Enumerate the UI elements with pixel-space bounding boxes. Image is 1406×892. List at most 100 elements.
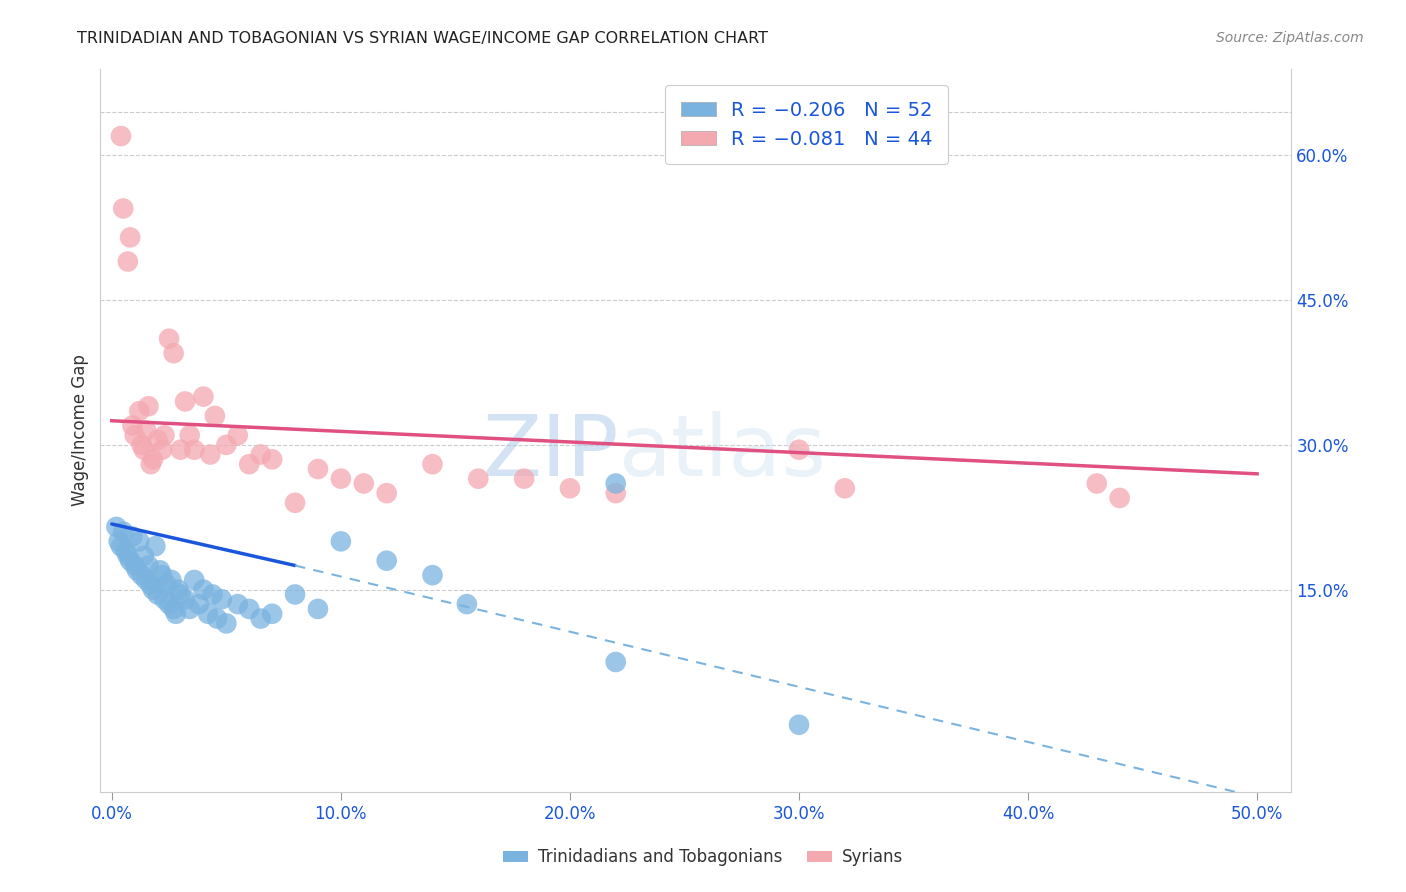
Point	[150, 568, 173, 582]
Point	[193, 390, 215, 404]
Point	[329, 534, 352, 549]
Point	[422, 457, 444, 471]
Point	[605, 655, 627, 669]
Point	[215, 616, 238, 631]
Point	[117, 549, 139, 563]
Legend: Trinidadians and Tobagonians, Syrians: Trinidadians and Tobagonians, Syrians	[496, 842, 910, 873]
Point	[226, 597, 249, 611]
Point	[174, 592, 197, 607]
Point	[183, 442, 205, 457]
Point	[169, 587, 191, 601]
Point	[146, 587, 169, 601]
Point	[605, 476, 627, 491]
Point	[135, 424, 157, 438]
Point	[150, 442, 173, 457]
Point	[375, 486, 398, 500]
Point	[132, 442, 155, 457]
Point	[139, 578, 162, 592]
Point	[179, 428, 201, 442]
Text: ZIP: ZIP	[482, 410, 619, 493]
Point	[787, 717, 810, 731]
Point	[375, 554, 398, 568]
Point	[169, 442, 191, 457]
Point	[131, 438, 153, 452]
Point	[121, 418, 143, 433]
Point	[787, 442, 810, 457]
Point	[307, 462, 329, 476]
Point	[205, 611, 228, 625]
Point	[422, 568, 444, 582]
Point	[262, 452, 284, 467]
Text: atlas: atlas	[619, 410, 827, 493]
Point	[226, 428, 249, 442]
Point	[107, 534, 129, 549]
Point	[135, 573, 157, 587]
Point	[120, 230, 142, 244]
Point	[110, 539, 132, 553]
Point	[121, 530, 143, 544]
Point	[149, 563, 172, 577]
Point	[163, 346, 186, 360]
Point	[143, 539, 166, 553]
Point	[834, 481, 856, 495]
Point	[249, 611, 271, 625]
Point	[211, 592, 233, 607]
Point	[153, 428, 176, 442]
Point	[197, 607, 219, 621]
Point	[110, 129, 132, 144]
Point	[112, 524, 135, 539]
Text: Source: ZipAtlas.com: Source: ZipAtlas.com	[1216, 31, 1364, 45]
Point	[605, 486, 627, 500]
Point	[307, 602, 329, 616]
Point	[125, 563, 148, 577]
Point	[238, 602, 260, 616]
Point	[284, 496, 307, 510]
Point	[139, 457, 162, 471]
Point	[238, 457, 260, 471]
Point	[200, 448, 222, 462]
Point	[163, 602, 186, 616]
Point	[105, 520, 128, 534]
Point	[204, 409, 226, 423]
Point	[124, 558, 146, 573]
Point	[153, 592, 176, 607]
Point	[117, 254, 139, 268]
Point	[131, 568, 153, 582]
Point	[467, 472, 489, 486]
Point	[165, 607, 187, 621]
Point	[187, 597, 209, 611]
Point	[157, 597, 180, 611]
Point	[353, 476, 375, 491]
Point	[456, 597, 478, 611]
Point	[120, 554, 142, 568]
Y-axis label: Wage/Income Gap: Wage/Income Gap	[72, 354, 89, 507]
Point	[138, 558, 160, 573]
Point	[142, 582, 165, 597]
Point	[249, 448, 271, 462]
Point	[513, 472, 536, 486]
Text: TRINIDADIAN AND TOBAGONIAN VS SYRIAN WAGE/INCOME GAP CORRELATION CHART: TRINIDADIAN AND TOBAGONIAN VS SYRIAN WAG…	[77, 31, 768, 46]
Point	[142, 452, 165, 467]
Point	[183, 573, 205, 587]
Legend: R = −0.206   N = 52, R = −0.081   N = 44: R = −0.206 N = 52, R = −0.081 N = 44	[665, 86, 948, 164]
Point	[179, 602, 201, 616]
Point	[167, 582, 190, 597]
Point	[193, 582, 215, 597]
Point	[132, 549, 155, 563]
Point	[128, 534, 150, 549]
Point	[329, 472, 352, 486]
Point	[284, 587, 307, 601]
Point	[174, 394, 197, 409]
Point	[215, 438, 238, 452]
Point	[201, 587, 224, 601]
Point	[146, 433, 169, 447]
Point	[114, 544, 136, 558]
Point	[138, 399, 160, 413]
Point	[124, 428, 146, 442]
Point	[1108, 491, 1130, 505]
Point	[112, 202, 135, 216]
Point	[558, 481, 581, 495]
Point	[160, 573, 183, 587]
Point	[157, 332, 180, 346]
Point	[1085, 476, 1108, 491]
